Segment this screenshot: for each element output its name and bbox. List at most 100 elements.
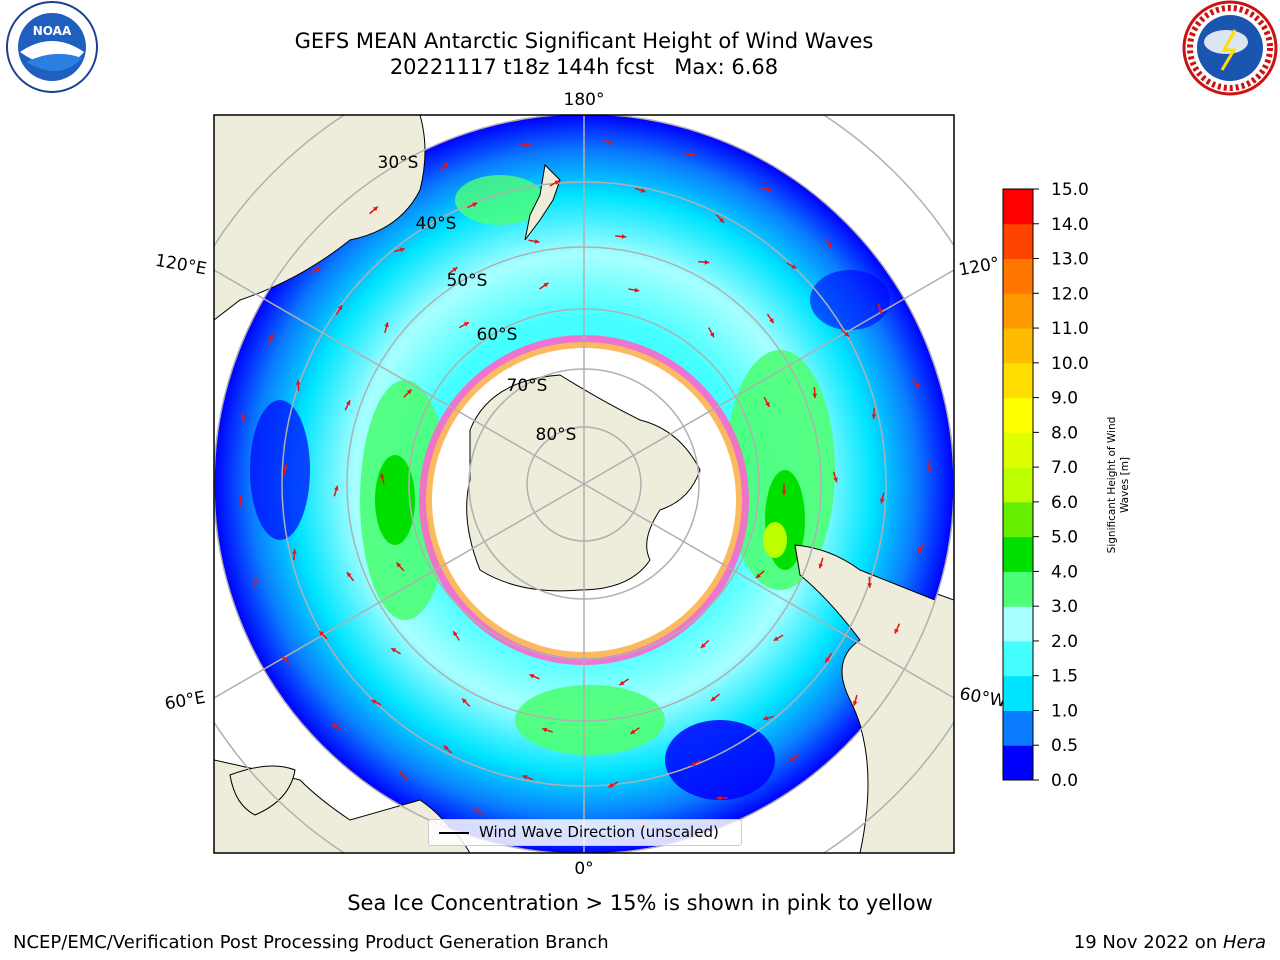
wind-wave-arrowhead-icon <box>534 239 540 244</box>
colorbar-tick-label: 13.0 <box>1051 250 1089 270</box>
wind-wave-arrowhead-icon <box>607 139 613 145</box>
legend-line-icon <box>439 832 469 834</box>
lat-label-70s: 70°S <box>507 376 548 396</box>
colorbar-segment <box>1003 467 1033 503</box>
wind-wave-arrowhead-icon <box>443 745 449 751</box>
colorbar-ticks: 15.0 14.0 13.0 12.0 11.0 10.0 9.0 8.0 7.0 6.0 5.0 4… <box>1033 180 1089 791</box>
wind-wave-arrowhead-icon <box>825 657 830 663</box>
lon-label-60e: 60°E <box>163 688 207 715</box>
colorbar-segment <box>1003 675 1033 711</box>
footer-host: Hera <box>1222 932 1266 953</box>
wind-wave-arrowhead-icon <box>755 573 761 579</box>
wind-wave-arrowhead-icon <box>608 783 614 788</box>
colorbar-tick-label: 4.0 <box>1051 562 1078 582</box>
lat-label-50s: 50°S <box>447 271 488 291</box>
wind-wave-arrowhead-icon <box>292 549 297 554</box>
footer-date: 19 Nov 2022 on Hera <box>1074 932 1266 953</box>
wind-wave-arrowhead-icon <box>526 142 531 148</box>
wind-wave-arrowhead-icon <box>371 699 377 705</box>
graticule <box>214 115 954 853</box>
wind-wave-arrowhead-icon <box>852 700 858 706</box>
wind-wave-arrowhead-icon <box>295 380 301 385</box>
wind-wave-arrowhead-icon <box>878 309 883 315</box>
wind-wave-arrowhead-icon <box>253 577 258 583</box>
colorbar-border <box>1002 188 1034 781</box>
wind-wave-arrowhead-icon <box>818 563 824 569</box>
colorbar-segment <box>1003 432 1033 468</box>
colorbar-segment <box>1003 710 1033 746</box>
wind-wave-arrowhead-icon <box>337 305 343 311</box>
lat-label-30s: 30°S <box>378 153 419 173</box>
wind-wave-arrowhead-icon <box>773 636 779 641</box>
colorbar-segment <box>1003 189 1033 225</box>
wind-wave-arrowhead-icon <box>791 264 797 269</box>
noaa-logo: NOAA <box>6 1 98 93</box>
legend-label: Wind Wave Direction (unscaled) <box>479 823 719 841</box>
wind-wave-arrowhead-icon <box>240 413 246 418</box>
wind-wave-arrowhead-icon <box>345 400 351 406</box>
wind-wave-arrowhead-icon <box>400 772 405 777</box>
colorbar-tick-label: 10.0 <box>1051 354 1089 374</box>
wind-wave-arrowhead-icon <box>879 498 885 504</box>
colorbar-tick-label: 7.0 <box>1051 458 1078 478</box>
wind-wave-arrowhead-icon <box>766 186 772 192</box>
wind-wave-arrowhead-icon <box>789 756 795 762</box>
map-frame <box>213 114 955 854</box>
lat-label-60s: 60°S <box>477 325 518 345</box>
colorbar-segment <box>1003 501 1033 538</box>
colorbar-segment <box>1003 606 1033 642</box>
wind-wave-arrowhead-icon <box>315 267 321 272</box>
caption: Sea Ice Concentration > 15% is shown in … <box>347 891 933 915</box>
colorbar-tick-label: 2.0 <box>1051 632 1078 652</box>
madagascar-land <box>229 765 296 816</box>
wind-wave-arrowhead-icon <box>406 389 412 395</box>
wind-wave-arrowhead-icon <box>452 267 458 272</box>
map-area <box>214 115 954 853</box>
wind-wave-arrowhead-icon <box>867 583 873 588</box>
colorbar-segment <box>1003 640 1033 677</box>
colorbar-tick-label: 6.0 <box>1051 493 1078 513</box>
wind-wave-arrowhead-icon <box>473 808 479 813</box>
wind-wave-arrowhead-icon <box>283 464 288 470</box>
colorbar-tick-label: 1.5 <box>1051 667 1078 687</box>
wind-wave-arrowhead-icon <box>914 382 920 388</box>
chart-title: GEFS MEAN Antarctic Significant Height o… <box>294 29 874 53</box>
wave-band-south <box>515 685 665 755</box>
wind-wave-arrowhead-icon <box>268 334 274 340</box>
colorbar-tick-label: 1.0 <box>1051 701 1078 721</box>
lon-label-120e: 120°E <box>154 251 208 280</box>
wind-wave-arrowhead-icon <box>237 496 243 501</box>
map-legend: Wind Wave Direction (unscaled) <box>428 819 742 846</box>
wind-wave-arrowhead-icon <box>391 648 397 653</box>
wind-wave-arrowhead-icon <box>372 206 378 212</box>
colorbar-segment <box>1003 745 1033 781</box>
wind-wave-arrowhead-icon <box>927 467 932 472</box>
colorbar-tick-label: 5.0 <box>1051 528 1078 548</box>
wind-wave-arrowhead-icon <box>763 715 769 721</box>
wind-wave-arrowhead-icon <box>463 322 469 327</box>
wind-wave-arrowhead-icon <box>542 727 548 733</box>
chart-subtitle: 20221117 t18z 144h fcst Max: 6.68 <box>389 55 779 79</box>
colorbar-tick-label: 3.0 <box>1051 597 1078 617</box>
wind-wave-arrowhead-icon <box>396 562 402 568</box>
colorbar-segment <box>1003 293 1033 329</box>
colorbar-segment <box>1003 258 1033 294</box>
wind-wave-arrowhead-icon <box>700 643 706 649</box>
colorbar-tick-label: 9.0 <box>1051 389 1078 409</box>
lat-label-40s: 40°S <box>416 214 457 234</box>
wind-wave-arrowhead-icon <box>704 259 710 265</box>
wind-wave-arrowhead-icon <box>319 631 325 636</box>
wind-wave-arrowhead-icon <box>472 202 478 207</box>
svg-text:NOAA: NOAA <box>33 24 72 38</box>
wind-wave-arrowhead-icon <box>462 698 467 704</box>
wind-wave-arrowhead-icon <box>765 401 770 407</box>
wind-wave-arrowhead-icon <box>282 656 287 662</box>
wind-wave-arrowhead-icon <box>833 477 838 483</box>
wind-wave-arrowhead-icon <box>399 247 405 253</box>
footer-date-text: 19 Nov 2022 on <box>1073 932 1223 953</box>
wind-wave-arrowhead-icon <box>384 322 389 328</box>
wind-wave-arrowhead-icon <box>917 548 923 554</box>
lat-label-80s: 80°S <box>536 425 577 445</box>
colorbar <box>1002 188 1034 781</box>
